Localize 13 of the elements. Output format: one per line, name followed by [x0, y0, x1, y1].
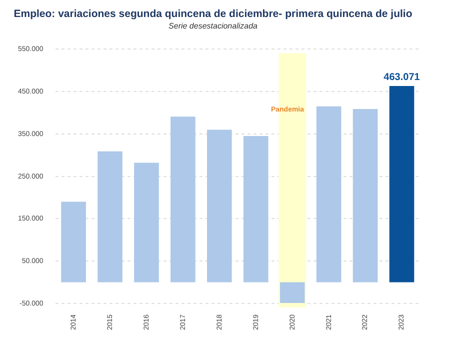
bar	[389, 86, 414, 282]
bar	[243, 136, 268, 282]
bar	[352, 108, 378, 282]
bar	[280, 282, 305, 304]
bar	[134, 162, 159, 282]
bar	[207, 130, 232, 282]
bar	[98, 151, 122, 282]
data-label: 463.071	[384, 72, 420, 83]
bar	[61, 202, 86, 282]
chart-subtitle: Serie desestacionalizada	[168, 22, 258, 31]
bar	[170, 116, 196, 282]
bar	[316, 106, 342, 282]
chart-title: Empleo: variaciones segunda quincena de diciembre- primera quincena de julio	[14, 8, 412, 20]
